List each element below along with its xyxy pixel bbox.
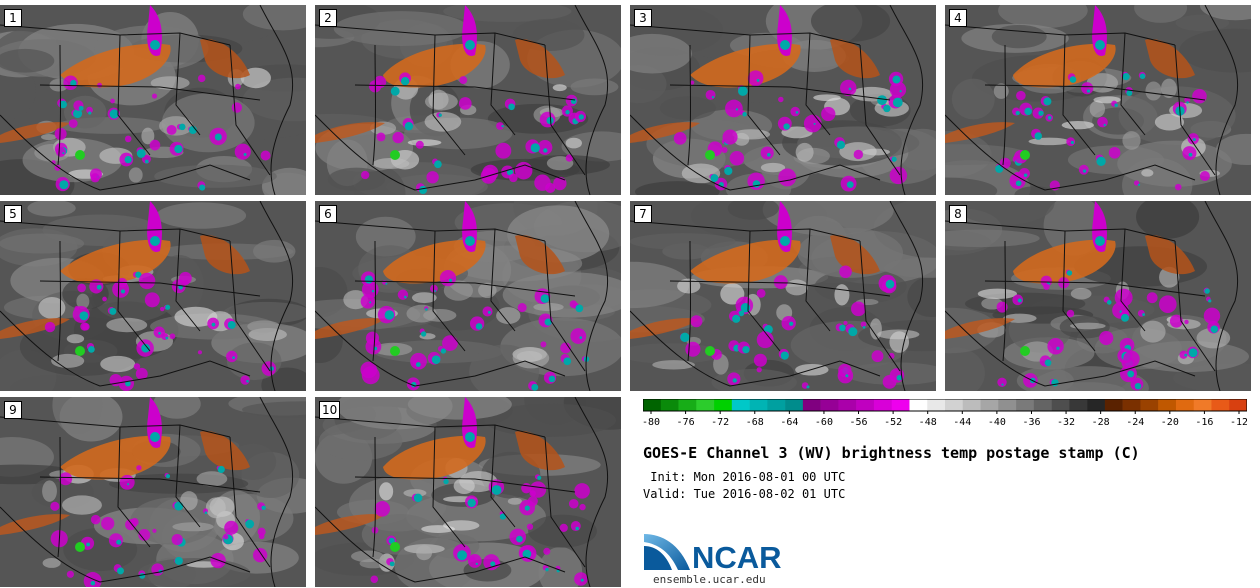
water-vapor-map xyxy=(0,5,306,195)
colorbar-swatch xyxy=(838,399,857,411)
water-vapor-map xyxy=(315,5,621,195)
panel-number: 6 xyxy=(319,205,337,223)
colorbar-tick-label: -76 xyxy=(677,417,695,428)
colorbar-swatch xyxy=(767,399,786,411)
colorbar-swatch xyxy=(1193,399,1212,411)
colorbar-swatch xyxy=(1122,399,1141,411)
colorbar-swatch xyxy=(873,399,893,411)
colorbar-tick-label: -44 xyxy=(953,417,971,428)
panel-2: 2 xyxy=(315,5,621,195)
panel-number: 3 xyxy=(634,9,652,27)
colorbar-swatch xyxy=(1229,399,1247,411)
colorbar-swatch xyxy=(945,399,964,411)
colorbar-swatch xyxy=(1175,399,1195,411)
colorbar-tick-label: -32 xyxy=(1057,417,1075,428)
website-url: ensemble.ucar.edu xyxy=(653,573,766,586)
colorbar-swatch xyxy=(749,399,768,411)
colorbar-tick-label: -40 xyxy=(988,417,1006,428)
colorbar-swatch xyxy=(1051,399,1070,411)
water-vapor-map xyxy=(0,397,306,587)
panel-number: 4 xyxy=(949,9,967,27)
panel-number: 10 xyxy=(319,401,341,419)
colorbar-swatch xyxy=(714,399,733,411)
colorbar-swatch xyxy=(1158,399,1177,411)
colorbar-swatch xyxy=(660,399,679,411)
panel-number: 5 xyxy=(4,205,22,223)
panel-10: 10 xyxy=(315,397,621,587)
colorbar-swatch xyxy=(1211,399,1230,411)
colorbar-swatch xyxy=(802,399,821,411)
colorbar-tick-label: -20 xyxy=(1161,417,1179,428)
water-vapor-map xyxy=(315,397,621,587)
panel-3: 3 xyxy=(630,5,936,195)
panel-9: 9 xyxy=(0,397,306,587)
colorbar-tick-label: -48 xyxy=(919,417,937,428)
colorbar-swatch xyxy=(643,399,662,411)
logo-wordmark: NCAR xyxy=(692,540,782,574)
water-vapor-map xyxy=(630,201,936,391)
init-time: Init: Mon 2016-08-01 00 UTC xyxy=(643,470,846,484)
panel-number: 1 xyxy=(4,9,22,27)
panel-number: 9 xyxy=(4,401,22,419)
colorbar-swatch xyxy=(1069,399,1088,411)
water-vapor-map xyxy=(945,201,1251,391)
water-vapor-map xyxy=(315,201,621,391)
panel-number: 7 xyxy=(634,205,652,223)
colorbar-swatch xyxy=(1140,399,1159,411)
colorbar-swatch xyxy=(696,399,715,411)
water-vapor-map xyxy=(630,5,936,195)
colorbar-swatch xyxy=(678,399,697,411)
colorbar-tick-label: -28 xyxy=(1092,417,1110,428)
colorbar-swatch xyxy=(820,399,839,411)
colorbar-tick-label: -12 xyxy=(1230,417,1247,428)
panel-number: 2 xyxy=(319,9,337,27)
colorbar-swatch xyxy=(1104,399,1123,411)
colorbar: -80 -76 -72 -68 -64 -60 -56 -52 -48 -44 -40 -36 -32 -… xyxy=(643,399,1247,428)
colorbar-tick-label: -36 xyxy=(1022,417,1040,428)
colorbar-tick-label: -72 xyxy=(711,417,729,428)
colorbar-tick-label: -56 xyxy=(849,417,867,428)
ncar-logo: NCAR xyxy=(644,534,782,574)
panel-number: 8 xyxy=(949,205,967,223)
colorbar-swatch xyxy=(909,399,928,411)
colorbar-swatch xyxy=(998,399,1017,411)
colorbar-swatch xyxy=(927,399,946,411)
panel-4: 4 xyxy=(945,5,1251,195)
colorbar-tick-label: -80 xyxy=(643,417,660,428)
colorbar-tick-label: -68 xyxy=(746,417,764,428)
figure-title: GOES-E Channel 3 (WV) brightness temp po… xyxy=(643,444,1140,462)
panel-5: 5 xyxy=(0,201,306,391)
panel-8: 8 xyxy=(945,201,1251,391)
colorbar-swatch xyxy=(962,399,981,411)
colorbar-tick-label: -52 xyxy=(884,417,902,428)
colorbar-swatch xyxy=(980,399,999,411)
colorbar-swatch xyxy=(785,399,804,411)
water-vapor-map xyxy=(0,201,306,391)
colorbar-tick-label: -60 xyxy=(815,417,833,428)
panel-7: 7 xyxy=(630,201,936,391)
colorbar-swatch xyxy=(891,399,910,411)
colorbar-swatch xyxy=(1087,399,1106,411)
colorbar-swatch xyxy=(1033,399,1052,411)
colorbar-swatch xyxy=(856,399,875,411)
water-vapor-map xyxy=(945,5,1251,195)
valid-time: Valid: Tue 2016-08-02 01 UTC xyxy=(643,487,846,501)
colorbar-tick-label: -24 xyxy=(1126,417,1144,428)
colorbar-tick-label: -64 xyxy=(780,417,798,428)
colorbar-swatch xyxy=(1016,399,1035,411)
panel-1: 1 xyxy=(0,5,306,195)
panel-6: 6 xyxy=(315,201,621,391)
colorbar-tick-label: -16 xyxy=(1195,417,1213,428)
colorbar-swatch xyxy=(731,399,750,411)
